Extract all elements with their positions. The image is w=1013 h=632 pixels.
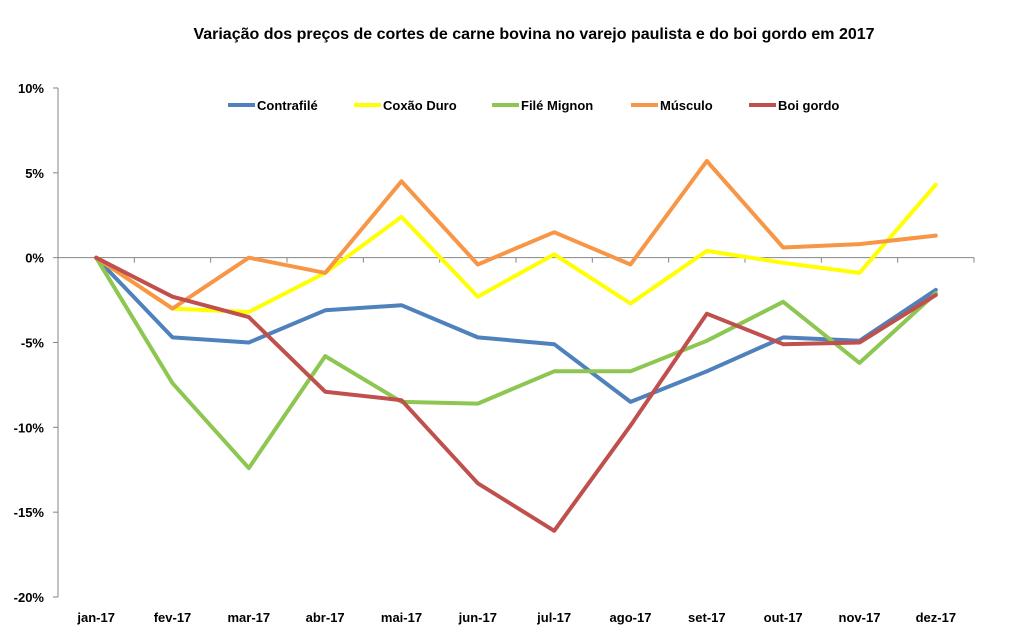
- y-tick-label: 5%: [25, 166, 44, 181]
- x-tick-label: set-17: [688, 610, 726, 625]
- series-line-coxao-duro: [94, 182, 938, 314]
- y-tick-label: 10%: [18, 81, 44, 96]
- legend-item-musculo: Músculo: [631, 98, 713, 113]
- y-tick-label: -20%: [14, 590, 45, 605]
- legend-item-contrafile: Contrafilé: [228, 98, 318, 113]
- x-tick-labels: jan-17 fev-17 mar-17 abr-17 mai-17 jun-17 jul-…: [76, 610, 956, 625]
- legend-item-coxao-duro: Coxão Duro: [354, 98, 457, 113]
- legend-label: Coxão Duro: [383, 98, 457, 113]
- x-tick-label: ago-17: [610, 610, 652, 625]
- y-tick-label: -5%: [21, 336, 45, 351]
- y-tick-label: -15%: [14, 505, 45, 520]
- x-tick-label: mar-17: [228, 610, 271, 625]
- x-tick-label: jun-17: [458, 610, 497, 625]
- series-line-boi-gordo: [94, 255, 938, 533]
- series-lines: [94, 159, 938, 533]
- series-line-musculo: [94, 159, 938, 311]
- series-line-contrafile: [94, 255, 938, 404]
- x-tick-label: dez-17: [916, 610, 956, 625]
- axes: [53, 87, 975, 598]
- legend-label: Filé Mignon: [521, 98, 593, 113]
- legend-item-boi-gordo: Boi gordo: [749, 98, 839, 113]
- x-tick-label: jul-17: [536, 610, 571, 625]
- x-tick-label: mai-17: [381, 610, 422, 625]
- y-tick-label: 0%: [25, 251, 44, 266]
- chart-title: Variação dos preços de cortes de carne b…: [193, 26, 874, 43]
- legend-label: Músculo: [660, 98, 713, 113]
- x-tick-label: out-17: [764, 610, 803, 625]
- legend: Contrafilé Coxão Duro Filé Mignon Músculo Bo…: [228, 98, 839, 113]
- legend-label: Boi gordo: [778, 98, 839, 113]
- legend-item-file-mignon: Filé Mignon: [492, 98, 593, 113]
- legend-label: Contrafilé: [257, 98, 318, 113]
- x-tick-label: abr-17: [306, 610, 345, 625]
- series-line-file-mignon: [94, 255, 938, 471]
- y-tick-label: -10%: [14, 420, 45, 435]
- x-tick-label: fev-17: [154, 610, 192, 625]
- x-tick-label: jan-17: [76, 610, 115, 625]
- x-tick-label: nov-17: [839, 610, 881, 625]
- y-tick-labels: 10% 5% 0% -5% -10% -15% -20%: [14, 81, 45, 605]
